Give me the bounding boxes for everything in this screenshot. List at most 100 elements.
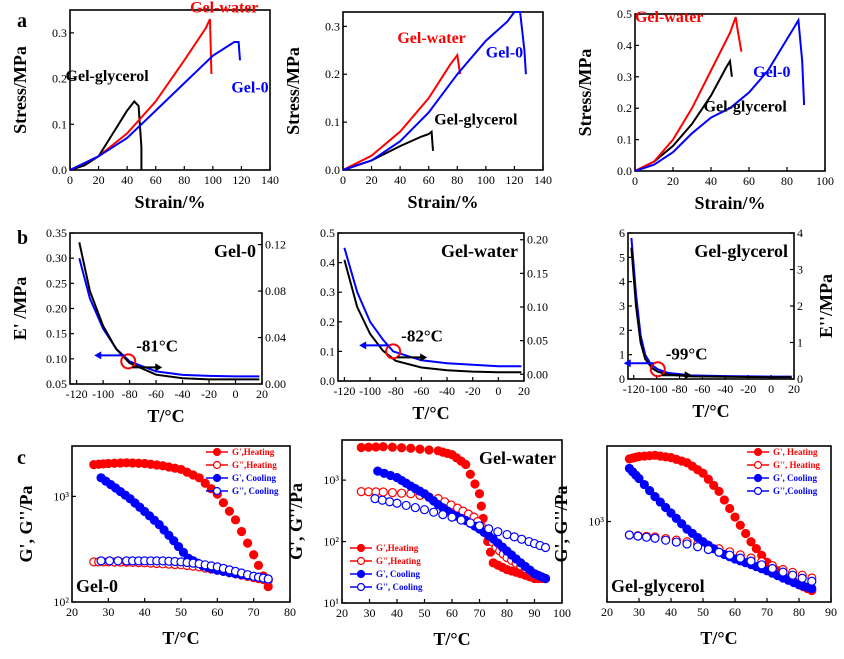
right-arrow-head bbox=[155, 363, 163, 372]
series-annotation: Gel-water bbox=[397, 30, 465, 47]
data-point bbox=[757, 560, 767, 570]
series-annotation: Gel-0 bbox=[231, 79, 268, 96]
right-arrow-head bbox=[420, 353, 428, 362]
legend-marker bbox=[356, 582, 366, 592]
x-tick-label: 60 bbox=[729, 605, 741, 619]
y-tick-label: 0.2 bbox=[617, 101, 632, 115]
transition-label: -99°C bbox=[666, 344, 708, 363]
y-tick-label: 10³ bbox=[588, 515, 604, 529]
legend-label: G', Heating bbox=[773, 447, 818, 457]
legend-marker bbox=[356, 543, 366, 553]
y-axis-label: Stress/MPa bbox=[575, 49, 595, 137]
data-point bbox=[767, 563, 777, 574]
data-point bbox=[194, 473, 204, 483]
y-tick-label: 0.05 bbox=[46, 377, 67, 391]
x-tick-label: 30 bbox=[633, 605, 645, 619]
x-axis-label: T/°C bbox=[162, 628, 199, 648]
series-line-e- bbox=[78, 257, 260, 378]
y-tick-label: 0.0 bbox=[325, 163, 340, 177]
data-point bbox=[719, 495, 729, 505]
data-point bbox=[693, 542, 703, 552]
x-tick-label: 50 bbox=[419, 606, 431, 620]
data-point bbox=[778, 567, 788, 577]
data-point bbox=[456, 515, 466, 525]
x-tick-label: 40 bbox=[139, 605, 151, 619]
plot-frame bbox=[69, 9, 271, 171]
panel-label-a: a bbox=[17, 10, 27, 32]
series-annotation: Gel-water bbox=[190, 0, 258, 16]
data-point bbox=[236, 526, 247, 537]
chart-a1: 0 20 40 60 80 100 120 140 0.0 0.1 0.2 0.3 Strain/% St… bbox=[10, 0, 279, 212]
chart-title: Gel-0 bbox=[76, 576, 118, 596]
x-axis-label: T/°C bbox=[433, 629, 470, 649]
y-tick-label: 0.10 bbox=[46, 352, 67, 366]
y-right-tick-label: 0.00 bbox=[265, 377, 286, 391]
transition-label: -82°C bbox=[401, 326, 443, 345]
series-line-e- bbox=[630, 247, 792, 379]
x-tick-label: 100 bbox=[204, 173, 222, 187]
data-point bbox=[682, 539, 692, 549]
x-tick-label: -120 bbox=[66, 387, 88, 401]
y-tick-label: 0 bbox=[619, 372, 625, 386]
data-point bbox=[401, 500, 411, 511]
x-tick-label: -20 bbox=[465, 384, 481, 398]
x-axis-label: Strain/% bbox=[694, 193, 765, 213]
data-point bbox=[385, 497, 395, 507]
data-point bbox=[396, 488, 407, 498]
data-point bbox=[438, 510, 448, 520]
data-point bbox=[493, 527, 503, 537]
x-tick-label: 0 bbox=[233, 387, 239, 401]
x-tick-label: -80 bbox=[388, 384, 404, 398]
y-right-tick-label: 0.15 bbox=[527, 266, 548, 280]
y-tick-label: 3 bbox=[619, 299, 625, 313]
x-tick-label: 20 bbox=[66, 605, 78, 619]
panel-label-b: b bbox=[17, 227, 28, 249]
x-tick-label: 60 bbox=[211, 605, 223, 619]
series-annotation: Gel-0 bbox=[486, 44, 523, 61]
chart-b1: -120 -100 -80 -60 -40 -20 0 20 0.05 0.10 0.15 0.20 0… bbox=[10, 226, 286, 426]
x-tick-label: -120 bbox=[623, 382, 645, 396]
series-line-gel-water bbox=[342, 52, 462, 171]
x-tick-label: 80 bbox=[793, 605, 805, 619]
x-tick-label: 20 bbox=[366, 173, 378, 187]
y-right-tick-label: 0 bbox=[797, 372, 803, 386]
data-point bbox=[173, 541, 184, 552]
y-tick-label: 0.3 bbox=[52, 26, 67, 40]
x-tick-label: -100 bbox=[92, 387, 114, 401]
data-point bbox=[650, 533, 660, 543]
chart-title: Gel-glycerol bbox=[694, 241, 788, 261]
chart-c2: 20 30 40 50 60 70 80 90 100 10¹ 10² 10³ T/°C G', G''/… bbox=[286, 439, 571, 649]
transition-label: -81°C bbox=[136, 336, 178, 355]
x-tick-label: -40 bbox=[175, 387, 191, 401]
data-point bbox=[169, 536, 179, 546]
y-axis-label: E' /MPa bbox=[10, 277, 30, 341]
x-axis-label: T/°C bbox=[700, 628, 737, 648]
x-tick-label: 80 bbox=[451, 173, 463, 187]
y-tick-label: 0.5 bbox=[320, 226, 335, 240]
data-point bbox=[230, 515, 241, 525]
y-tick-label: 10² bbox=[53, 595, 69, 609]
x-tick-label: 90 bbox=[825, 605, 837, 619]
data-point bbox=[677, 519, 687, 529]
data-point bbox=[730, 512, 740, 522]
data-point bbox=[751, 543, 761, 554]
data-point bbox=[476, 501, 486, 511]
x-tick-label: 20 bbox=[788, 382, 800, 396]
chart-a2: 0 20 40 60 80 100 120 140 0.0 0.1 0.2 0.3 Strain/% St… bbox=[283, 11, 552, 212]
data-point bbox=[725, 503, 735, 514]
series-line-e- bbox=[78, 242, 260, 381]
data-point bbox=[410, 502, 420, 513]
x-tick-label: -100 bbox=[646, 382, 668, 396]
y-right-tick-label: 0.08 bbox=[265, 284, 286, 298]
y-tick-label: 0.0 bbox=[617, 164, 632, 178]
y-right-tick-label: 0.05 bbox=[527, 334, 548, 348]
series-line-gel-0 bbox=[69, 41, 241, 171]
x-tick-label: -80 bbox=[122, 387, 138, 401]
y-right-tick-label: 0.00 bbox=[527, 367, 548, 381]
legend-marker bbox=[212, 486, 222, 496]
data-point bbox=[655, 497, 665, 507]
series-line-gel-water bbox=[634, 16, 743, 172]
x-tick-label: 100 bbox=[477, 173, 495, 187]
data-point bbox=[253, 560, 264, 570]
series-annotation: Gel-0 bbox=[753, 64, 790, 81]
